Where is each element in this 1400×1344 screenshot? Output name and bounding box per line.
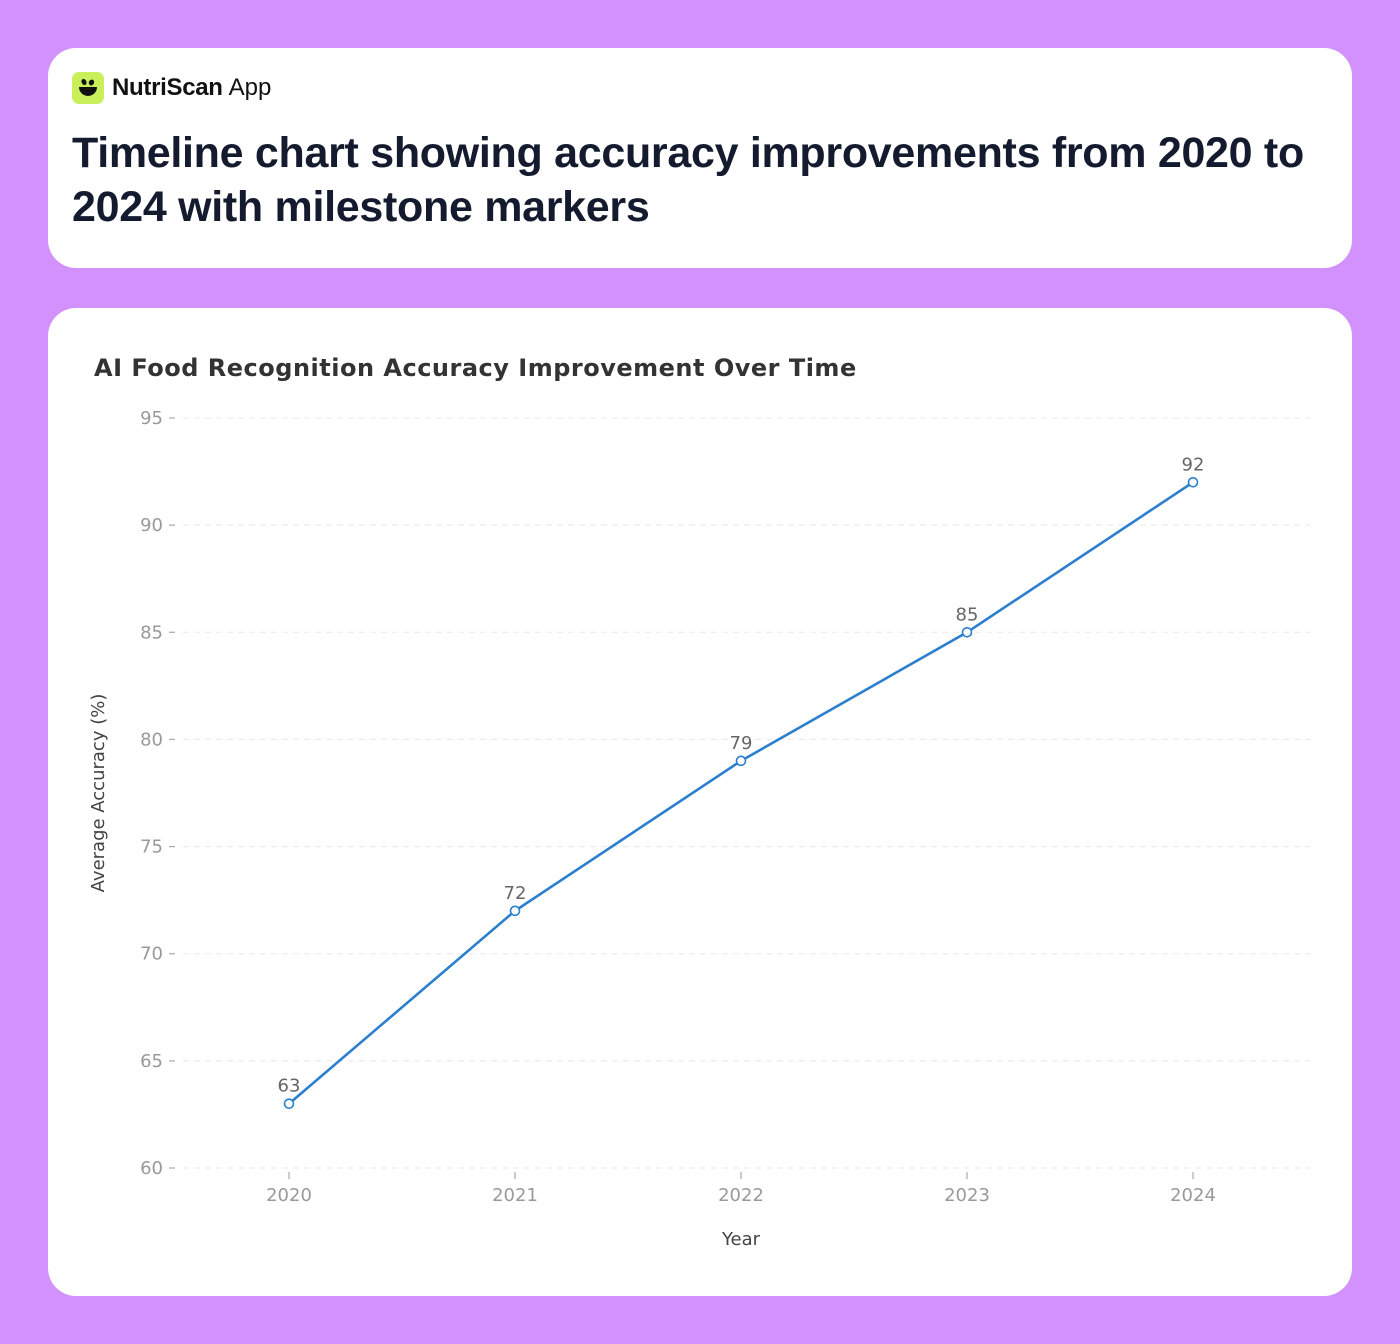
milestone-marker[interactable] — [509, 905, 521, 917]
y-tick-label: 90 — [140, 515, 163, 536]
x-tick-label: 2021 — [492, 1185, 538, 1206]
y-tick-label: 60 — [140, 1158, 163, 1179]
y-tick-label: 80 — [140, 729, 163, 750]
milestone-marker[interactable] — [735, 755, 747, 767]
y-tick-label: 85 — [140, 622, 163, 643]
data-label: 79 — [730, 733, 753, 754]
chart-title: AI Food Recognition Accuracy Improvement… — [94, 354, 857, 382]
x-tick-label: 2024 — [1170, 1185, 1216, 1206]
leaf-bowl-icon — [72, 72, 104, 104]
page-title: Timeline chart showing accuracy improvem… — [72, 129, 1304, 231]
milestone-marker[interactable] — [1187, 476, 1199, 488]
x-tick-label: 2023 — [944, 1185, 990, 1206]
accuracy-line — [288, 481, 1194, 1105]
milestone-marker[interactable] — [283, 1098, 295, 1110]
data-label: 85 — [956, 604, 979, 625]
chart-card: AI Food Recognition Accuracy Improvement… — [48, 308, 1352, 1296]
y-tick-label: 70 — [140, 944, 163, 965]
y-tick-label: 95 — [140, 408, 163, 429]
x-axis-label: Year — [721, 1229, 761, 1250]
x-tick-label: 2020 — [266, 1185, 312, 1206]
y-tick-label: 65 — [140, 1051, 163, 1072]
data-label: 63 — [278, 1076, 301, 1097]
milestone-marker[interactable] — [961, 626, 973, 638]
x-tick-label: 2022 — [718, 1185, 764, 1206]
data-label: 72 — [504, 883, 527, 904]
brand-suffix: App — [228, 74, 272, 101]
y-tick-label: 75 — [140, 837, 163, 858]
header-card: NutriScan App Timeline chart showing acc… — [48, 48, 1352, 268]
brand: NutriScan App — [72, 72, 271, 104]
brand-name: NutriScan — [112, 74, 223, 101]
y-axis-label: Average Accuracy (%) — [88, 694, 109, 893]
line-chart: 60 65 70 75 80 85 90 95 2020 2021 2022 2023 2024 Year… — [88, 408, 1310, 1250]
data-label: 92 — [1182, 454, 1205, 475]
